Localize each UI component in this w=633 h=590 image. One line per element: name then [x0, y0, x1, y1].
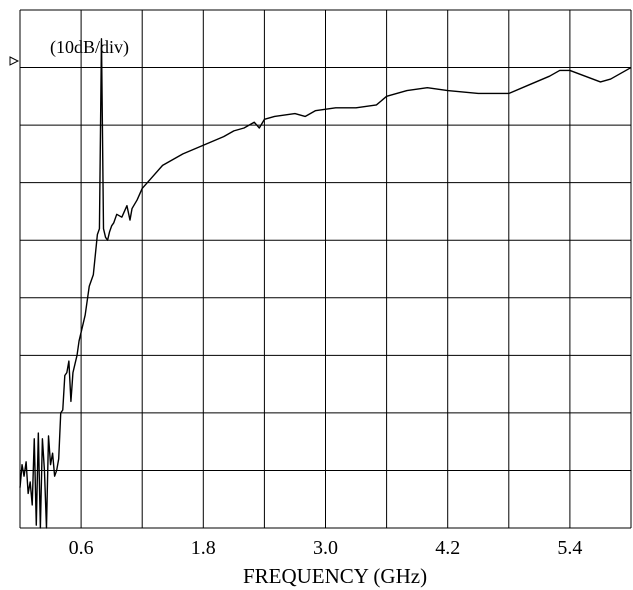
x-tick-label: 4.2 — [435, 537, 460, 559]
x-tick-label: 1.8 — [191, 537, 216, 559]
spectrum-trace-line — [19, 38, 632, 529]
x-axis-label: FREQUENCY (GHz) — [243, 564, 427, 588]
plot-grid — [19, 9, 632, 529]
x-tick-label: 5.4 — [557, 537, 582, 559]
trace-layer — [19, 38, 632, 529]
x-tick-label: 0.6 — [69, 537, 94, 559]
x-tick-label: 3.0 — [313, 537, 338, 559]
x-tick-labels: 0.6 1.8 3.0 4.2 5.4 — [69, 537, 583, 559]
reference-level-marker-icon — [9, 56, 20, 66]
scale-annotation: (10dB/div) — [50, 37, 129, 58]
